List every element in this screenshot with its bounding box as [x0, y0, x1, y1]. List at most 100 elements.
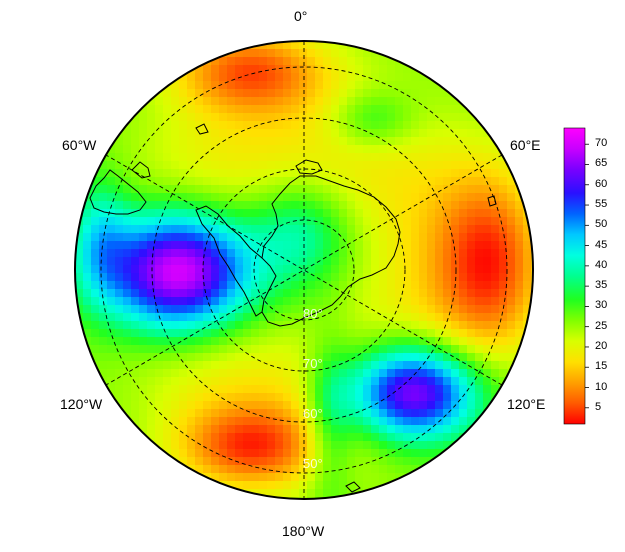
- field-cell: [459, 217, 468, 226]
- field-cell: [419, 153, 428, 162]
- field-cell: [107, 297, 116, 306]
- field-cell: [139, 297, 148, 306]
- field-cell: [267, 81, 276, 90]
- field-cell: [155, 129, 164, 138]
- field-cell: [475, 361, 484, 370]
- field-cell: [147, 169, 156, 178]
- field-cell: [419, 353, 428, 362]
- field-cell: [315, 417, 324, 426]
- field-cell: [395, 321, 404, 330]
- field-cell: [419, 217, 428, 226]
- field-cell: [291, 425, 300, 434]
- field-cell: [139, 233, 148, 242]
- field-cell: [275, 409, 284, 418]
- field-cell: [395, 337, 404, 346]
- field-cell: [171, 417, 180, 426]
- field-cell: [395, 313, 404, 322]
- field-cell: [427, 185, 436, 194]
- field-cell: [275, 233, 284, 242]
- field-cell: [347, 329, 356, 338]
- field-cell: [387, 417, 396, 426]
- field-cell: [363, 177, 372, 186]
- field-cell: [235, 369, 244, 378]
- lat-circle-70: [202, 168, 406, 372]
- field-cell: [491, 369, 500, 378]
- field-cell: [267, 129, 276, 138]
- field-cell: [323, 481, 332, 490]
- field-cell: [467, 177, 476, 186]
- coastline-south-america: [89, 161, 151, 215]
- field-cell: [435, 241, 444, 250]
- field-cell: [147, 337, 156, 346]
- field-cell: [411, 241, 420, 250]
- field-cell: [299, 225, 308, 234]
- field-cell: [283, 153, 292, 162]
- field-cell: [75, 249, 84, 258]
- field-cell: [131, 193, 140, 202]
- field-cell: [427, 137, 436, 146]
- field-cell: [227, 361, 236, 370]
- field-cell: [307, 129, 316, 138]
- field-cell: [195, 177, 204, 186]
- field-cell: [187, 113, 196, 122]
- field-cell: [147, 257, 156, 266]
- field-cell: [195, 321, 204, 330]
- field-cell: [195, 281, 204, 290]
- field-cell: [283, 265, 292, 274]
- field-cell: [283, 449, 292, 458]
- field-cell: [299, 65, 308, 74]
- field-cell: [307, 417, 316, 426]
- field-cell: [123, 153, 132, 162]
- field-cell: [139, 361, 148, 370]
- field-cell: [403, 393, 412, 402]
- field-cell: [171, 369, 180, 378]
- field-cell: [435, 137, 444, 146]
- field-cell: [307, 273, 316, 282]
- field-cell: [251, 137, 260, 146]
- field-cell: [307, 329, 316, 338]
- field-cell: [283, 289, 292, 298]
- field-cell: [211, 265, 220, 274]
- field-cell: [251, 393, 260, 402]
- field-cell: [459, 177, 468, 186]
- lon-label-60e: 60°E: [510, 137, 541, 153]
- field-cell: [515, 201, 524, 210]
- field-cell: [91, 337, 100, 346]
- field-cell: [299, 465, 308, 474]
- field-cell: [403, 265, 412, 274]
- field-cell: [147, 273, 156, 282]
- field-cell: [435, 353, 444, 362]
- field-cell: [307, 217, 316, 226]
- field-cell: [211, 113, 220, 122]
- field-cell: [475, 297, 484, 306]
- field-cell: [251, 169, 260, 178]
- field-cell: [275, 281, 284, 290]
- field-cell: [163, 217, 172, 226]
- field-cell: [179, 209, 188, 218]
- field-cell: [363, 433, 372, 442]
- field-cell: [331, 129, 340, 138]
- field-cell: [371, 193, 380, 202]
- field-cell: [363, 297, 372, 306]
- field-cell: [275, 449, 284, 458]
- field-cell: [443, 177, 452, 186]
- field-cell: [283, 49, 292, 58]
- field-cell: [307, 249, 316, 258]
- field-cell: [283, 361, 292, 370]
- field-cell: [443, 265, 452, 274]
- field-cell: [163, 457, 172, 466]
- field-cell: [299, 201, 308, 210]
- field-cell: [227, 305, 236, 314]
- field-cell: [211, 97, 220, 106]
- field-cell: [243, 473, 252, 482]
- field-cell: [475, 209, 484, 218]
- field-cell: [203, 65, 212, 74]
- field-cell: [467, 137, 476, 146]
- field-cell: [267, 353, 276, 362]
- field-cell: [379, 281, 388, 290]
- field-cell: [427, 345, 436, 354]
- field-cell: [323, 145, 332, 154]
- field-cell: [499, 361, 508, 370]
- field-cell: [427, 313, 436, 322]
- field-cell: [227, 393, 236, 402]
